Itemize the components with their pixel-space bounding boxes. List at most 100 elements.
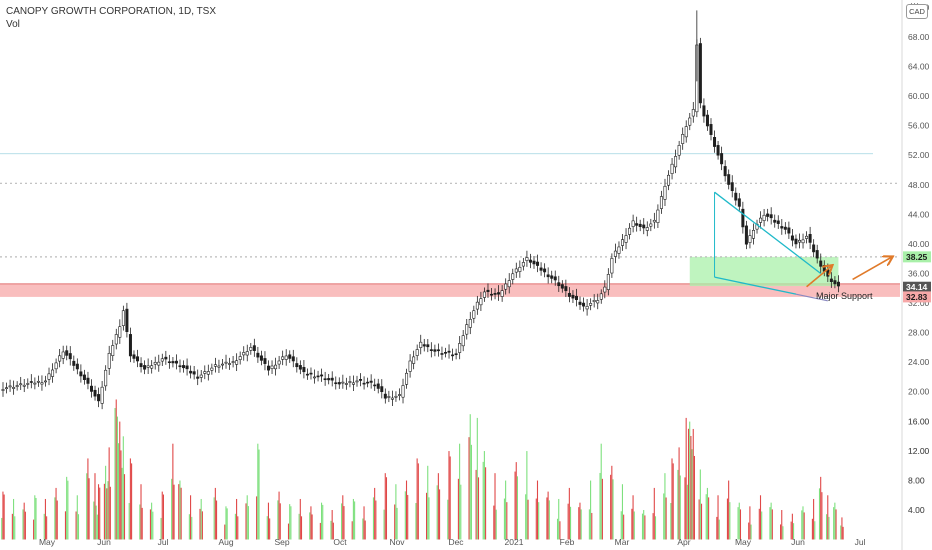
candle-body: [8, 385, 12, 388]
candle-body: [245, 351, 249, 356]
volume-bar: [372, 497, 374, 540]
candle-body: [638, 223, 642, 227]
volume-bar: [299, 498, 301, 540]
candle-body: [645, 227, 649, 231]
candle-body: [631, 220, 635, 227]
y-tick-label: 12.00: [908, 446, 930, 456]
volume-bar: [354, 501, 356, 540]
candle-body: [26, 383, 30, 385]
candle-body: [677, 145, 681, 156]
candle-body: [748, 235, 752, 243]
x-tick-label: Apr: [677, 537, 690, 547]
volume-bar: [96, 514, 98, 540]
volume-bar: [515, 462, 517, 540]
candle-body: [125, 308, 129, 333]
currency-badge[interactable]: CAD: [906, 4, 928, 19]
volume-bar: [493, 505, 495, 540]
candle-body: [104, 369, 108, 387]
volume-bar: [672, 463, 674, 540]
volume-bar: [826, 514, 828, 540]
candles: [1, 10, 840, 410]
candle-body: [709, 124, 713, 135]
candle-body: [182, 365, 186, 369]
volume-bar: [115, 399, 117, 540]
volume-bar: [34, 495, 36, 540]
candle-body: [146, 365, 150, 368]
candle-body: [348, 381, 352, 383]
candle-body: [43, 380, 47, 383]
volume-bar: [726, 498, 728, 540]
volume-bar: [620, 511, 622, 540]
major-support-label: Major Support: [816, 291, 873, 301]
volume-bar: [11, 513, 13, 540]
volume-bar: [505, 480, 507, 540]
volume-bar: [621, 484, 623, 540]
candle-body: [415, 349, 419, 356]
volume-bar: [55, 487, 57, 540]
volume-bar: [781, 510, 783, 540]
candle-body: [769, 214, 773, 219]
volume-bar: [750, 524, 752, 540]
candle-body: [65, 350, 69, 356]
candle-body: [167, 361, 171, 364]
volume-bar: [738, 502, 740, 540]
candle-body: [22, 384, 26, 387]
volume-bar: [234, 513, 236, 540]
volume-bar: [374, 487, 376, 540]
target-box: [689, 256, 839, 287]
volume-bar: [514, 471, 516, 540]
candle-body: [674, 156, 678, 168]
volume-bar: [14, 516, 16, 540]
candle-body: [482, 291, 486, 298]
volume-bar: [601, 478, 603, 540]
candle-body: [652, 219, 656, 223]
y-tick-label: 44.00: [908, 209, 930, 219]
candle-body: [366, 381, 370, 384]
candle-body: [458, 343, 462, 353]
volume-bar: [213, 497, 215, 540]
price-tag-bg: [903, 281, 931, 293]
candle-body: [723, 166, 727, 177]
candle-body: [19, 383, 23, 386]
volume-bar: [161, 491, 163, 540]
candle-body: [815, 250, 819, 259]
volume-bar: [820, 476, 822, 540]
volume-bar: [610, 474, 612, 540]
candle-body: [801, 239, 805, 244]
volume-bar: [600, 443, 602, 540]
volume-bar: [700, 503, 703, 540]
volume-bar: [141, 507, 143, 540]
candle-body: [656, 209, 660, 223]
candle-body: [185, 365, 189, 370]
y-tick-label: 28.00: [908, 328, 930, 338]
volume-bar: [179, 480, 181, 540]
volume-bar: [13, 498, 15, 540]
x-tick-label: Feb: [560, 537, 575, 547]
volume-bar: [237, 516, 239, 540]
volume-bar: [160, 517, 162, 540]
candle-body: [762, 214, 766, 221]
candle-body: [783, 226, 787, 230]
candle-body: [295, 363, 299, 368]
volume-bar: [556, 518, 559, 540]
volume-bar: [506, 502, 508, 540]
candle-body: [305, 373, 309, 376]
volume-bar: [802, 506, 804, 540]
volume-bar: [343, 506, 345, 540]
candle-body: [705, 114, 709, 127]
volume-bar: [417, 463, 419, 540]
candle-body: [132, 354, 136, 359]
volume-bar: [780, 524, 782, 540]
volume-bar: [180, 487, 182, 540]
volume-bar: [225, 506, 227, 540]
volume-bar: [321, 502, 323, 540]
volume-bar: [201, 511, 203, 540]
candle-body: [136, 356, 140, 362]
volume-bar: [23, 502, 25, 540]
volume-bar: [139, 504, 141, 540]
projection-arrow: [806, 266, 832, 288]
candle-body: [536, 261, 540, 266]
candle-body: [171, 361, 175, 364]
volume-bar: [172, 443, 174, 540]
volume-bar: [790, 521, 792, 540]
